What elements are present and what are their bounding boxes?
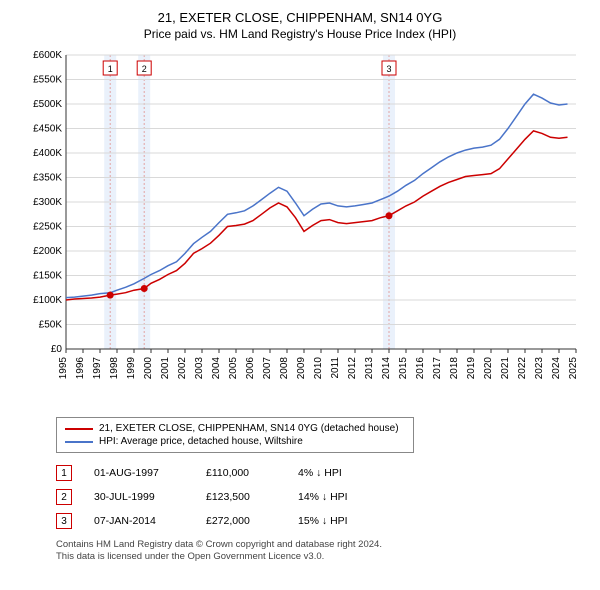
sale-price: £272,000 [206, 515, 276, 527]
svg-text:3: 3 [386, 64, 391, 74]
svg-text:1997: 1997 [92, 357, 103, 380]
sale-diff: 14% ↓ HPI [298, 491, 388, 503]
chart-subtitle: Price paid vs. HM Land Registry's House … [10, 27, 590, 41]
svg-text:2019: 2019 [466, 357, 477, 380]
svg-text:2021: 2021 [500, 357, 511, 380]
svg-text:2023: 2023 [534, 357, 545, 380]
svg-text:£350K: £350K [33, 173, 62, 184]
svg-text:2018: 2018 [449, 357, 460, 380]
sale-index-box: 2 [56, 489, 72, 505]
svg-text:2005: 2005 [228, 357, 239, 380]
svg-text:2: 2 [142, 64, 147, 74]
table-row: 2 30-JUL-1999 £123,500 14% ↓ HPI [56, 485, 570, 509]
svg-text:£100K: £100K [33, 295, 62, 306]
svg-text:£300K: £300K [33, 197, 62, 208]
legend: 21, EXETER CLOSE, CHIPPENHAM, SN14 0YG (… [56, 417, 414, 453]
footnote: Contains HM Land Registry data © Crown c… [56, 539, 570, 564]
legend-row-2: HPI: Average price, detached house, Wilt… [65, 435, 405, 448]
legend-row-1: 21, EXETER CLOSE, CHIPPENHAM, SN14 0YG (… [65, 422, 405, 435]
table-row: 3 07-JAN-2014 £272,000 15% ↓ HPI [56, 509, 570, 533]
sale-date: 07-JAN-2014 [94, 515, 184, 527]
svg-text:2009: 2009 [296, 357, 307, 380]
sale-price: £110,000 [206, 467, 276, 479]
legend-swatch-1 [65, 428, 93, 430]
svg-text:£550K: £550K [33, 75, 62, 86]
footnote-line-2: This data is licensed under the Open Gov… [56, 551, 570, 563]
svg-text:1995: 1995 [58, 357, 69, 380]
svg-text:2000: 2000 [143, 357, 154, 380]
sale-date: 30-JUL-1999 [94, 491, 184, 503]
svg-text:2004: 2004 [211, 357, 222, 380]
table-row: 1 01-AUG-1997 £110,000 4% ↓ HPI [56, 461, 570, 485]
svg-text:£0: £0 [51, 344, 63, 355]
sale-index-box: 3 [56, 513, 72, 529]
svg-text:2006: 2006 [245, 357, 256, 380]
svg-text:2007: 2007 [262, 357, 273, 380]
chart-title: 21, EXETER CLOSE, CHIPPENHAM, SN14 0YG [10, 10, 590, 25]
svg-text:2010: 2010 [313, 357, 324, 380]
sale-diff: 15% ↓ HPI [298, 515, 388, 527]
sale-index-box: 1 [56, 465, 72, 481]
svg-text:£600K: £600K [33, 50, 62, 61]
legend-swatch-2 [65, 441, 93, 443]
svg-text:£450K: £450K [33, 124, 62, 135]
svg-text:2025: 2025 [568, 357, 579, 380]
svg-text:2011: 2011 [330, 357, 341, 379]
svg-text:2017: 2017 [432, 357, 443, 380]
svg-text:£250K: £250K [33, 222, 62, 233]
svg-text:2013: 2013 [364, 357, 375, 380]
svg-text:2008: 2008 [279, 357, 290, 380]
svg-text:1999: 1999 [126, 357, 137, 380]
legend-label-1: 21, EXETER CLOSE, CHIPPENHAM, SN14 0YG (… [99, 423, 399, 434]
svg-text:1998: 1998 [109, 357, 120, 380]
svg-text:2015: 2015 [398, 357, 409, 380]
svg-text:2002: 2002 [177, 357, 188, 380]
sale-diff: 4% ↓ HPI [298, 467, 388, 479]
footnote-line-1: Contains HM Land Registry data © Crown c… [56, 539, 570, 551]
svg-text:2020: 2020 [483, 357, 494, 380]
svg-text:1996: 1996 [75, 357, 86, 380]
legend-label-2: HPI: Average price, detached house, Wilt… [99, 436, 303, 447]
svg-text:1: 1 [108, 64, 113, 74]
svg-text:2016: 2016 [415, 357, 426, 380]
svg-text:£50K: £50K [39, 320, 63, 331]
title-block: 21, EXETER CLOSE, CHIPPENHAM, SN14 0YG P… [10, 10, 590, 41]
svg-text:2012: 2012 [347, 357, 358, 380]
chart-area: £0 £50K £100K £150K £200K £250K £300K £350K £400… [20, 49, 580, 409]
sales-table: 1 01-AUG-1997 £110,000 4% ↓ HPI 2 30-JUL… [56, 461, 570, 533]
svg-text:2014: 2014 [381, 357, 392, 380]
svg-text:2001: 2001 [160, 357, 171, 380]
svg-text:2024: 2024 [551, 357, 562, 380]
svg-text:2003: 2003 [194, 357, 205, 380]
svg-text:£150K: £150K [33, 271, 62, 282]
sale-date: 01-AUG-1997 [94, 467, 184, 479]
svg-text:£400K: £400K [33, 148, 62, 159]
sale-price: £123,500 [206, 491, 276, 503]
svg-text:2022: 2022 [517, 357, 528, 380]
chart-svg: £0 £50K £100K £150K £200K £250K £300K £350K £400… [20, 49, 580, 409]
svg-text:£200K: £200K [33, 246, 62, 257]
svg-text:£500K: £500K [33, 99, 62, 110]
